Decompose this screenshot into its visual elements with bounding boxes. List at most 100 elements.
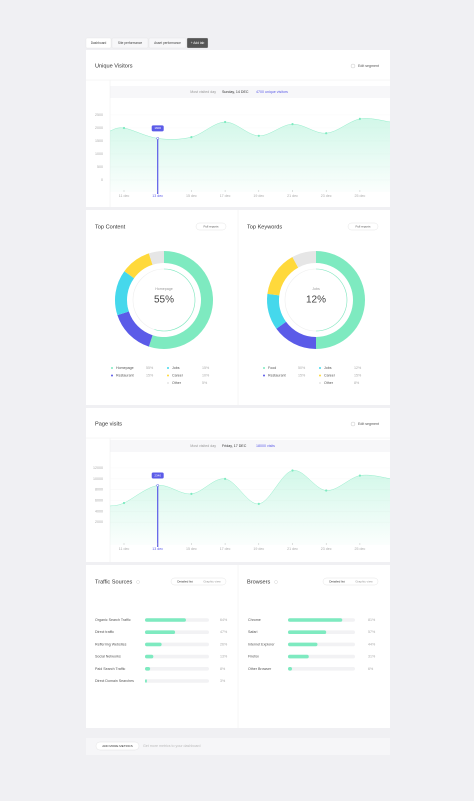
point	[358, 474, 361, 477]
tab-label: Dashboard	[91, 41, 107, 45]
toggle[interactable]	[322, 577, 379, 586]
point	[325, 489, 328, 492]
legend-label: Homepage	[116, 366, 134, 370]
edit-segment[interactable]: Edit segment	[358, 64, 379, 68]
row-label: Internet Explorer	[248, 642, 275, 646]
button[interactable]	[95, 741, 140, 751]
point	[122, 126, 126, 130]
legend-value: 15%	[354, 373, 362, 377]
bar	[288, 667, 293, 671]
toggle-option[interactable]: Graphic view	[355, 579, 373, 583]
bar	[288, 630, 327, 634]
point	[122, 501, 126, 505]
label: Most visited day	[190, 90, 216, 94]
bar	[145, 667, 151, 671]
row-value: 26%	[220, 642, 228, 646]
bar	[145, 654, 154, 659]
button[interactable]	[195, 222, 227, 231]
card-title: Browsers	[247, 579, 271, 585]
bar	[288, 642, 318, 647]
point	[190, 136, 193, 139]
footer	[86, 738, 390, 755]
tab[interactable]	[111, 37, 149, 49]
label: Friday, 17 DEC	[222, 444, 247, 448]
bar	[145, 630, 176, 634]
toggle[interactable]	[170, 577, 227, 586]
legend-label: Jobs	[172, 366, 180, 370]
row-label: Other Browser	[248, 667, 272, 671]
legend-label: Jobs	[324, 366, 332, 370]
legend-dot	[319, 382, 321, 384]
row-value: 57%	[368, 630, 376, 634]
legend-value: 5%	[202, 381, 208, 385]
tab[interactable]	[148, 37, 187, 49]
legend-label: Other	[172, 381, 182, 385]
point	[325, 132, 328, 135]
segment-icon[interactable]	[350, 421, 356, 427]
info-bar	[110, 440, 390, 452]
label: 4700 unique visitors	[256, 90, 288, 94]
legend-value: 50%	[298, 366, 306, 370]
legend-dot	[111, 374, 113, 377]
bar	[145, 679, 147, 683]
legend-label: Career	[324, 373, 336, 377]
label: Sunday, 14 DEC	[222, 90, 249, 94]
tooltip-label: 2340	[154, 473, 161, 477]
toggle-option[interactable]: Detailed list	[329, 579, 345, 583]
x-tick-label: 17 dec	[220, 547, 231, 551]
row-label: Safari	[248, 630, 258, 634]
donut-segment	[316, 251, 365, 349]
button-label[interactable]: ADD MORE METRICS	[102, 744, 133, 748]
edit-segment[interactable]: Edit segment	[358, 422, 379, 426]
x-tick-label: 25 dec	[355, 547, 366, 551]
donut-segment	[267, 257, 299, 296]
point	[156, 137, 160, 140]
card-title: Traffic Sources	[95, 579, 133, 585]
donut-segment	[148, 251, 213, 349]
toggle-option[interactable]: Detailed list	[177, 579, 193, 583]
button-label[interactable]: Full reports	[203, 224, 219, 228]
y-tick-label: 4000	[95, 509, 103, 513]
point	[291, 469, 294, 472]
tab[interactable]	[186, 37, 209, 49]
center-value: 12%	[306, 295, 326, 306]
label: 18000 visits	[256, 444, 275, 448]
tab-label: Asset performance	[154, 41, 181, 45]
row-label: Direct Domain Searches	[95, 679, 134, 683]
segment-icon[interactable]	[350, 63, 356, 69]
x-tick-label: 21 dec	[287, 547, 298, 551]
label: Most visited day	[190, 444, 216, 448]
point	[156, 484, 160, 487]
x-tick-label: 11 dec	[119, 547, 130, 551]
point	[257, 502, 260, 505]
x-tick-label: 13 dec	[152, 547, 163, 551]
x-tick-label: 21 dec	[287, 194, 298, 198]
legend-dot	[111, 367, 113, 369]
x-tick-label: 13 dec	[152, 194, 163, 198]
line	[109, 118, 391, 140]
legend-label: Restaurant	[116, 373, 134, 377]
donut-segment	[124, 253, 153, 279]
row-value: 3%	[220, 679, 226, 683]
point	[190, 492, 193, 495]
legend-label: Food	[268, 366, 276, 370]
x-tick-label: 25 dec	[355, 194, 366, 198]
bar-track	[288, 667, 355, 671]
tab[interactable]	[85, 37, 112, 49]
toggle-option[interactable]: Graphic view	[203, 579, 221, 583]
button[interactable]	[347, 222, 379, 231]
y-tick-label: 500	[97, 165, 103, 169]
point	[224, 477, 227, 480]
y-tick-label: 8000	[95, 488, 103, 492]
point	[291, 123, 294, 126]
x-tick-label: 23 dec	[321, 547, 332, 551]
card-title: Top Keywords	[247, 224, 282, 230]
x-tick-label: 19 dec	[253, 547, 264, 551]
row-label: Chrome	[248, 618, 261, 622]
button-label[interactable]: Full reports	[355, 224, 371, 228]
row-value: 8%	[220, 667, 226, 671]
bar	[288, 618, 343, 622]
area	[110, 118, 390, 192]
